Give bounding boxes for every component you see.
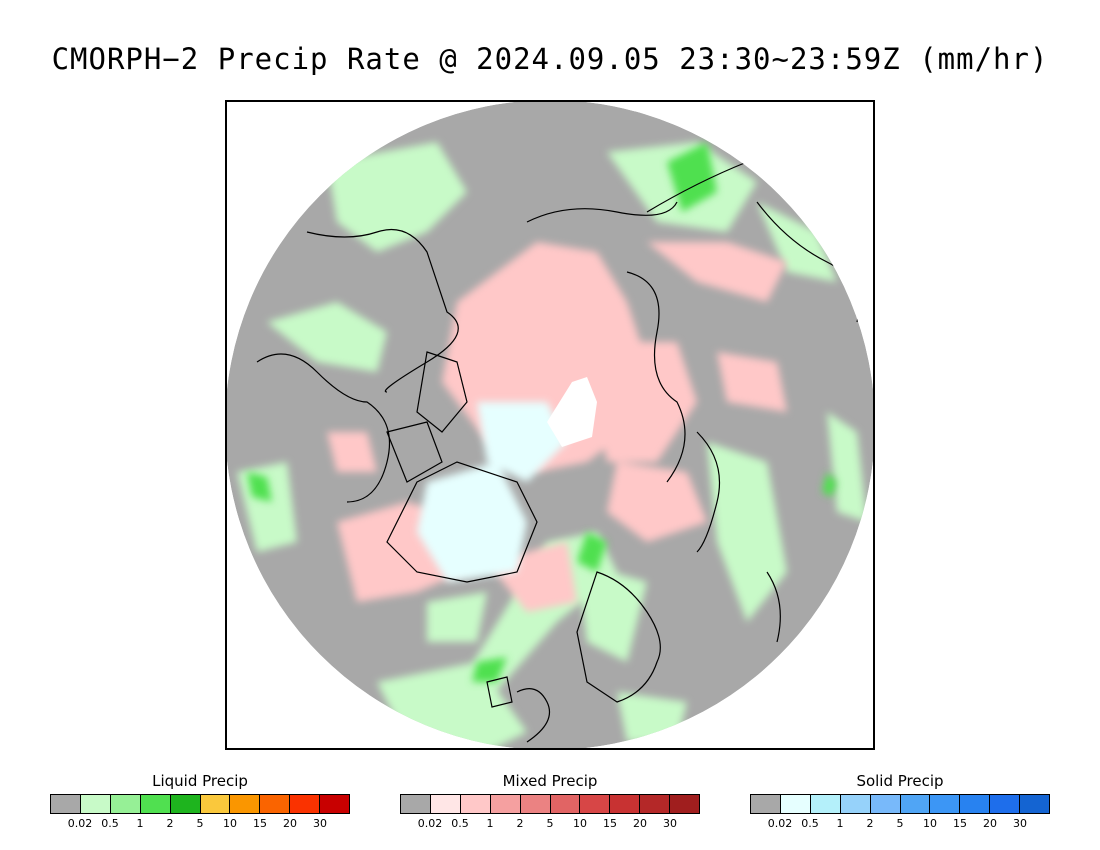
legend-ticks: 0.02 0.5 1 2 5 10 15 20 30 bbox=[750, 814, 1050, 830]
legend-tick-label: 10 bbox=[223, 817, 237, 830]
legend-color-swatch bbox=[140, 795, 171, 813]
polar-precip-map bbox=[225, 100, 875, 750]
legend-color-swatch bbox=[170, 795, 201, 813]
legend-color-swatch bbox=[230, 795, 261, 813]
legend-tick-label: 0.5 bbox=[101, 817, 119, 830]
solid-precip-regions bbox=[417, 402, 567, 582]
legend-color-swatch bbox=[1020, 795, 1050, 813]
coastlines bbox=[256, 141, 860, 743]
legend-color-swatch bbox=[990, 795, 1021, 813]
legend-tick-label: 30 bbox=[313, 817, 327, 830]
legend-color-swatch bbox=[640, 795, 671, 813]
legend-tick-label: 15 bbox=[253, 817, 267, 830]
legend-tick-label: 15 bbox=[953, 817, 967, 830]
legend-tick-label: 10 bbox=[573, 817, 587, 830]
legend-color-swatch bbox=[580, 795, 611, 813]
legend-title: Solid Precip bbox=[856, 772, 944, 790]
legend-tick-label: 30 bbox=[663, 817, 677, 830]
legend-color-swatch bbox=[430, 795, 461, 813]
legend-tick-label: 10 bbox=[923, 817, 937, 830]
legend-tick-label: 20 bbox=[633, 817, 647, 830]
legend-color-swatch bbox=[290, 795, 321, 813]
legend-ticks: 0.02 0.5 1 2 5 10 15 20 30 bbox=[50, 814, 350, 830]
legend-tick-label: 2 bbox=[166, 817, 174, 830]
legend-solid-precip: Solid Precip 0.02 0.5 1 2 5 10 15 20 30 bbox=[750, 772, 1050, 842]
legend-tick-label: 0.02 bbox=[417, 817, 443, 830]
legend-color-swatch bbox=[200, 795, 231, 813]
legend-tick-label: 5 bbox=[896, 817, 904, 830]
legend-colorbar bbox=[400, 794, 700, 814]
liquid-precip-moderate-regions bbox=[247, 142, 837, 682]
legend-color-swatch bbox=[870, 795, 901, 813]
legend-color-swatch bbox=[550, 795, 581, 813]
legend-tick-label: 0.02 bbox=[767, 817, 793, 830]
legend-color-swatch bbox=[900, 795, 931, 813]
legend-color-swatch bbox=[610, 795, 641, 813]
legend-color-swatch bbox=[260, 795, 291, 813]
legend-color-swatch bbox=[930, 795, 961, 813]
legend-color-swatch bbox=[51, 795, 81, 813]
liquid-precip-light-regions bbox=[237, 142, 867, 748]
legend-colorbar bbox=[50, 794, 350, 814]
map-title: CMORPH−2 Precip Rate @ 2024.09.05 23:30~… bbox=[51, 42, 1049, 76]
legend-tick-label: 1 bbox=[836, 817, 844, 830]
legend-color-swatch bbox=[401, 795, 431, 813]
no-data-pole-region bbox=[547, 377, 597, 447]
legend-tick-label: 20 bbox=[283, 817, 297, 830]
legend-mixed-precip: Mixed Precip 0.02 0.5 1 2 5 10 15 20 30 bbox=[400, 772, 700, 842]
legend-tick-label: 0.5 bbox=[801, 817, 819, 830]
legend-color-swatch bbox=[460, 795, 491, 813]
legend-tick-label: 5 bbox=[546, 817, 554, 830]
legend-color-swatch bbox=[110, 795, 141, 813]
legend-tick-label: 1 bbox=[136, 817, 144, 830]
legend-title: Liquid Precip bbox=[152, 772, 248, 790]
legend-ticks: 0.02 0.5 1 2 5 10 15 20 30 bbox=[400, 814, 700, 830]
map-canvas bbox=[227, 102, 873, 748]
legend-tick-label: 2 bbox=[516, 817, 524, 830]
legend-color-swatch bbox=[960, 795, 991, 813]
legend-tick-label: 0.02 bbox=[67, 817, 93, 830]
legend-tick-label: 5 bbox=[196, 817, 204, 830]
legend-tick-label: 30 bbox=[1013, 817, 1027, 830]
legend-color-swatch bbox=[840, 795, 871, 813]
legend-color-swatch bbox=[320, 795, 350, 813]
legend-color-swatch bbox=[670, 795, 700, 813]
legend-color-swatch bbox=[490, 795, 521, 813]
legend-tick-label: 20 bbox=[983, 817, 997, 830]
legend-tick-label: 2 bbox=[866, 817, 874, 830]
legend-color-swatch bbox=[520, 795, 551, 813]
legend-color-swatch bbox=[810, 795, 841, 813]
legend-tick-label: 15 bbox=[603, 817, 617, 830]
legend-color-swatch bbox=[780, 795, 811, 813]
legend-tick-label: 0.5 bbox=[451, 817, 469, 830]
legend-colorbar bbox=[750, 794, 1050, 814]
legend-liquid-precip: Liquid Precip 0.02 0.5 1 2 5 10 15 20 30 bbox=[50, 772, 350, 842]
legend-tick-label: 1 bbox=[486, 817, 494, 830]
legend-title: Mixed Precip bbox=[502, 772, 598, 790]
legend-color-swatch bbox=[80, 795, 111, 813]
legend-color-swatch bbox=[751, 795, 781, 813]
